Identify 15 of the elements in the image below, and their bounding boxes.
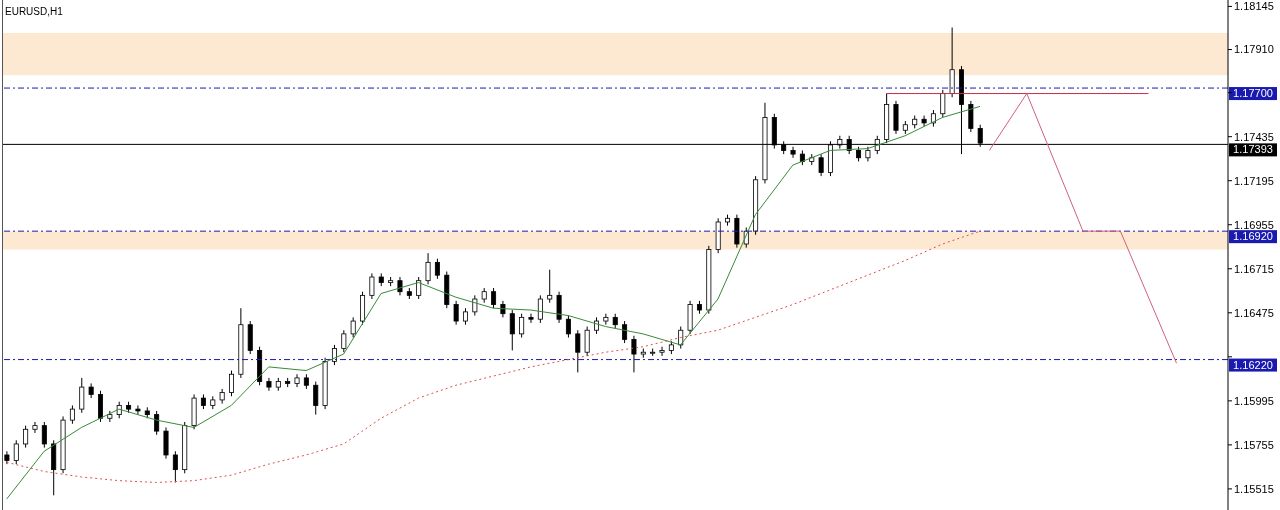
y-tick-label: 1.16955 <box>1234 218 1274 231</box>
y-tick-label: 1.16475 <box>1234 306 1274 319</box>
y-tick-label: 1.15515 <box>1234 482 1274 495</box>
y-tick-label: 1.17910 <box>1234 43 1274 56</box>
y-tick-label: 1.16715 <box>1234 262 1274 275</box>
y-tick-label: 1.15755 <box>1234 438 1274 451</box>
ref-line-label: 1.17393 <box>1233 143 1273 156</box>
ref-line-label: 1.16920 <box>1233 230 1273 243</box>
y-tick-label: 1.15995 <box>1234 394 1274 407</box>
ref-line-label: 1.16220 <box>1233 358 1273 371</box>
y-tick-label: 1.17435 <box>1234 130 1274 143</box>
ref-line-label: 1.17700 <box>1233 87 1273 100</box>
text: EURUSD,H1 <box>5 6 63 17</box>
y-tick-label: 1.17195 <box>1234 174 1274 187</box>
y-tick-label: 1.18145 <box>1234 0 1274 13</box>
